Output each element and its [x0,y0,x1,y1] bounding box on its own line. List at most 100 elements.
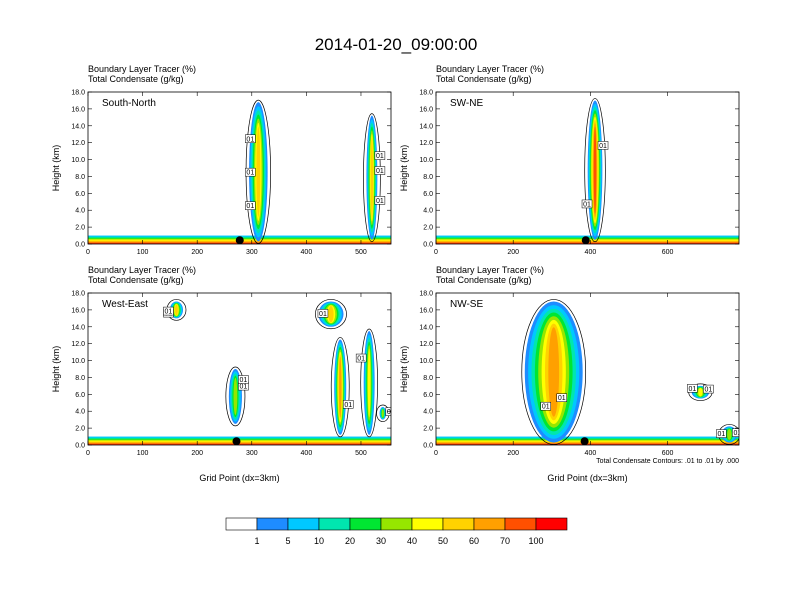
y-tick-label: 10.0 [419,157,433,164]
y-tick-label: 8.0 [423,174,433,181]
contour-label: 01 [556,393,567,402]
y-axis-label: Height (km) [399,346,409,393]
tracer-plume [339,356,342,418]
tracer-plume [698,388,703,397]
y-tick-label: 0.0 [423,242,433,249]
colorbar-label: 70 [500,536,510,546]
tracer-plume [370,137,374,218]
tracer-plume [367,348,371,418]
y-tick-label: 14.0 [419,123,433,130]
y-tick-label: 16.0 [419,307,433,314]
tracer-plume [727,429,732,440]
surface-layer-band [88,235,391,237]
contour-label-text: 01 [583,201,591,208]
x-tick-label: 500 [355,450,367,457]
colorbar-swatch [380,517,413,531]
y-tick-label: 0.0 [75,242,85,249]
surface-layer-band [436,436,739,438]
condensate-contour [360,328,378,438]
colorbar-label: 100 [528,536,543,546]
y-tick-label: 12.0 [71,140,85,147]
y-tick-label: 0.0 [423,443,433,450]
tracer-plume [256,126,261,217]
condensate-contour [225,366,246,427]
x-axis-label: Grid Point (dx=3km) [199,473,279,483]
colorbar-swatch [318,517,351,531]
contour-label: 01 [374,166,386,175]
tracer-plume [233,377,238,416]
contour-label-text: 01 [558,395,566,402]
station-marker [581,236,590,244]
x-tick-label: 200 [507,450,519,457]
panel-header-tracer: Boundary Layer Tracer (%) [88,64,196,74]
colorbar-swatch [411,517,444,531]
colorbar-swatch [256,517,289,531]
y-axis-label: Height (km) [51,346,61,393]
x-tick-label: 400 [585,249,597,256]
y-tick-label: 18.0 [419,90,433,97]
contour-label-text: 01 [733,430,741,437]
y-tick-label: 10.0 [71,358,85,365]
y-tick-label: 16.0 [71,106,85,113]
panel-label: SW-NE [450,98,483,109]
y-tick-label: 18.0 [71,291,85,298]
contour-label: 01 [732,428,741,437]
tracer-plume [328,305,334,323]
plot-frame [87,91,392,245]
contour-label-text: 01 [376,168,384,175]
contour-label-text: 01 [376,153,384,160]
x-tick-label: 300 [246,450,258,457]
panel-header-condensate: Total Condensate (g/kg) [436,74,532,84]
contour-label-text: 01 [246,136,254,143]
y-tick-label: 6.0 [75,392,85,399]
condensate-contour [315,299,347,330]
panel-nw-se: 01 01 01 01 01 01 0.0 2.0 4.0 6.0 8.0 10.0 12.0 14.0 1… [399,265,741,483]
colorbar: 1 5 10 20 30 40 50 60 70 100 [225,517,568,546]
panel-header-condensate: Total Condensate (g/kg) [88,74,184,84]
contour-label: 01 [342,400,354,409]
contour-label-text: 01 [344,402,352,409]
condensate-contour [330,337,350,438]
y-tick-label: 4.0 [75,409,85,416]
contour-label: 01 [716,429,727,438]
panel-sw-ne: 01010.02.04.06.08.010.012.014.016.018.00… [399,64,740,256]
tracer-plume [381,409,384,418]
station-marker [232,437,241,445]
colorbar-swatch [287,517,320,531]
y-tick-label: 6.0 [75,191,85,198]
colorbar-label: 50 [438,536,448,546]
y-tick-label: 10.0 [71,157,85,164]
x-tick-label: 200 [191,450,203,457]
y-tick-label: 14.0 [419,324,433,331]
contour-label: 01 [540,401,551,411]
colorbar-swatch [535,517,568,531]
contour-label-text: 01 [357,356,365,363]
figure-title: 2014-01-20_09:00:00 [315,35,478,54]
y-tick-label: 2.0 [75,426,85,433]
plot-area: 01 01 01 01 01 01 [88,99,391,244]
contour-label-text: 01 [246,170,254,177]
contour-label: 01 [245,134,256,143]
panel-header-tracer: Boundary Layer Tracer (%) [436,265,544,275]
contour-label: 01 [687,384,698,393]
panel-header-condensate: Total Condensate (g/kg) [436,275,532,285]
y-axis-label: Height (km) [399,145,409,192]
y-tick-label: 18.0 [71,90,85,97]
contour-note: Total Condensate Contours: .01 to .01 by… [596,458,739,465]
contour-label-text: 01 [599,143,607,150]
panel-label: NW-SE [450,299,483,310]
condensate-contour [584,98,606,243]
colorbar-label: 5 [285,536,290,546]
y-tick-label: 6.0 [423,392,433,399]
surface-layer-band [88,444,391,445]
station-marker [580,437,589,445]
surface-layer-band [436,235,739,237]
x-tick-label: 100 [137,450,149,457]
panel-header-tracer: Boundary Layer Tracer (%) [88,265,196,275]
colorbar-label: 60 [469,536,479,546]
surface-layer-band [88,437,391,439]
y-tick-label: 8.0 [75,375,85,382]
x-tick-label: 300 [246,249,258,256]
panel-header-tracer: Boundary Layer Tracer (%) [436,64,544,74]
